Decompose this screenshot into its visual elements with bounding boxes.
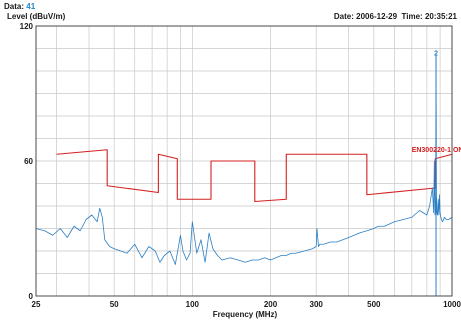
x-tick-label: 200: [264, 300, 278, 309]
chart-frame: [35, 25, 453, 297]
chart-annotations: EN300220-1 ON 2: [412, 50, 461, 154]
y-tick-label: 0: [29, 292, 34, 301]
date-value: 2006-12-29: [356, 12, 398, 21]
y-tick-label: 60: [24, 157, 33, 166]
chart-grid: [36, 26, 452, 296]
y-axis-label: Level (dBuV/m): [7, 12, 66, 21]
data-id-value: 41: [26, 2, 36, 11]
plot-frame: [35, 25, 453, 297]
x-tick-label: 300: [310, 300, 324, 309]
chart-tick-labels: 25 50 100 200 300 500 1000 0 60 120: [20, 22, 461, 309]
annotation-label: 2: [434, 50, 438, 57]
x-tick-label: 50: [110, 300, 119, 309]
x-tick-label: 25: [32, 300, 41, 309]
y-tick-label: 120: [20, 22, 34, 31]
annotation-label: EN300220-1 ON: [412, 147, 461, 154]
data-id-label: Data: 41: [4, 2, 36, 11]
timestamp: Date: 2006-12-29 Time: 20:35:21: [333, 12, 457, 21]
measurement-series-line: [35, 54, 453, 265]
limit-series-line: [56, 149, 453, 203]
time-value: 20:35:21: [424, 12, 457, 21]
x-tick-label: 100: [186, 300, 200, 309]
x-tick-label: 1000: [443, 300, 461, 309]
x-axis-label: Frequency (MHz): [213, 310, 278, 319]
x-tick-label: 500: [367, 300, 381, 309]
chart-series: [35, 54, 453, 296]
